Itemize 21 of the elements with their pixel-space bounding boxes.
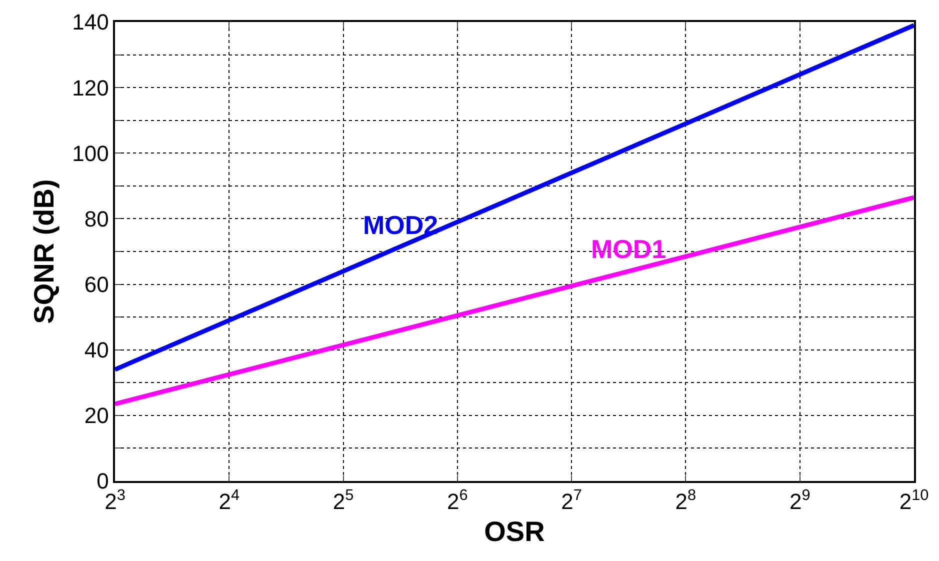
y-tick-label: 120 xyxy=(72,75,109,100)
x-tick-label: 2$^{10}$ xyxy=(899,486,929,514)
y-tick-label: 140 xyxy=(72,10,109,35)
series-label: MOD2 xyxy=(363,210,438,240)
y-tick-label: 20 xyxy=(84,403,109,428)
x-tick-label: 2$^{8}$ xyxy=(675,486,696,514)
y-axis-title: SQNR (dB) xyxy=(28,179,60,324)
y-tick-label: 100 xyxy=(72,140,109,166)
line-series xyxy=(115,23,914,372)
series-label: MOD1 xyxy=(591,234,666,264)
x-axis-title: OSR xyxy=(484,516,545,547)
y-tick-label: 0 xyxy=(96,468,109,494)
x-tick-label: 2$^{7}$ xyxy=(561,486,582,514)
x-tick-label: 2$^{9}$ xyxy=(789,486,810,514)
x-tick-label: 2$^{5}$ xyxy=(332,486,354,514)
x-tick-label: 2$^{6}$ xyxy=(447,486,468,514)
line-series xyxy=(115,195,914,406)
y-tick-label: 80 xyxy=(84,206,109,232)
y-tick-label: 40 xyxy=(84,338,109,363)
x-tick-label: 2$^{4}$ xyxy=(218,486,240,514)
y-tick-label: 60 xyxy=(84,272,109,297)
